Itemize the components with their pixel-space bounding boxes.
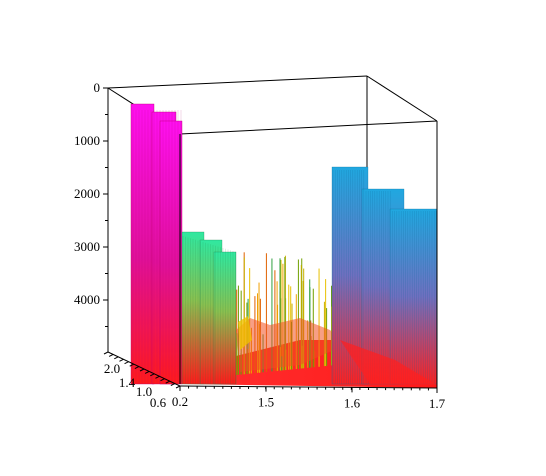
y-minor-tick [124, 361, 129, 365]
y-minor-tick [165, 380, 170, 384]
yellow-patch [238, 316, 252, 350]
frame-top-right-edge [366, 75, 438, 122]
z-tick-label: 4000 [74, 292, 100, 307]
z-axis: 0 1000 2000 3000 4000 [74, 80, 108, 327]
y-minor-tick [155, 375, 160, 379]
y-minor-tick [175, 385, 181, 389]
y-minor-tick [150, 373, 155, 377]
y-minor-tick [119, 358, 124, 362]
y-minor-tick [170, 383, 176, 387]
y-tick-label: 0.6 [150, 395, 167, 410]
surface-mesh [130, 103, 438, 388]
x-tick-label: 1.7 [429, 396, 446, 411]
red-sheet [340, 340, 437, 385]
z-tick-label: 1000 [74, 133, 100, 148]
frame-top-back-edge [107, 75, 368, 89]
y-minor-tick [114, 356, 119, 360]
frame-top-front-edge [179, 120, 438, 135]
y-minor-tick [144, 370, 150, 374]
y-minor-tick [160, 378, 165, 382]
x-tick-label: 1.6 [344, 395, 361, 410]
y-minor-tick [139, 368, 145, 372]
x-tick-label: 1.5 [258, 395, 274, 410]
y-tick-label: 2.0 [104, 361, 120, 376]
y-minor-tick [103, 351, 109, 355]
y-minor-tick [134, 366, 140, 370]
y-axis: 0.61.01.42.0 [103, 351, 181, 410]
z-tick-label: 3000 [74, 239, 100, 254]
x-tick-label: 0.2 [172, 394, 188, 409]
y-minor-tick [108, 353, 114, 357]
green-bar-2 [213, 251, 237, 385]
magenta-bar-0 [130, 103, 155, 385]
spike-base [236, 318, 345, 372]
x-axis: 0.2 1.5 1.6 1.7 [172, 386, 446, 411]
magenta-bar-2 [159, 120, 183, 385]
y-tick-label: 1.0 [136, 384, 152, 399]
y-minor-tick [129, 363, 134, 367]
z-tick-label: 2000 [74, 186, 100, 201]
y-tick-label: 1.4 [119, 375, 136, 390]
z-tick-label: 0 [94, 80, 101, 95]
